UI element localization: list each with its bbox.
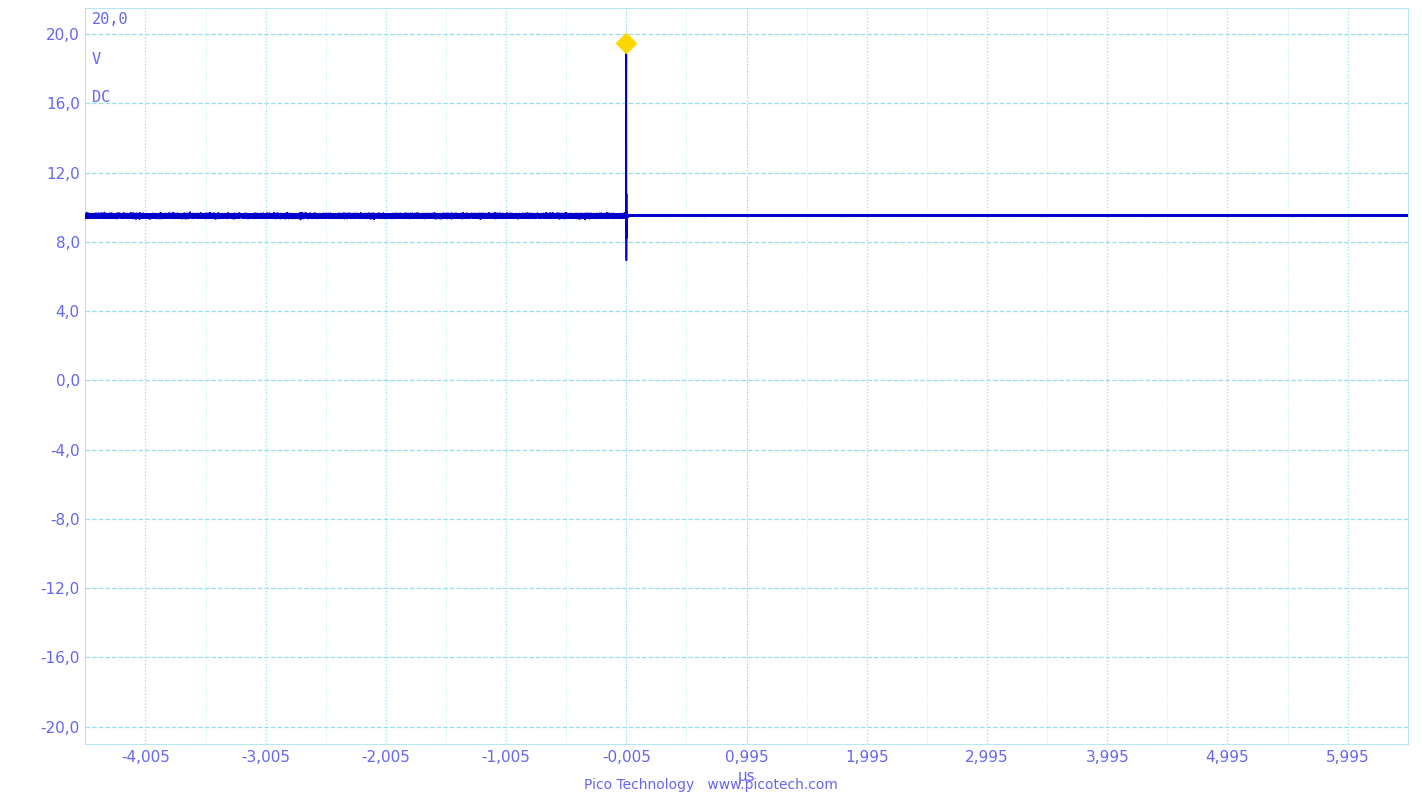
Text: V: V	[92, 52, 101, 67]
Text: Pico Technology   www.picotech.com: Pico Technology www.picotech.com	[584, 778, 838, 792]
Text: 20,0: 20,0	[92, 12, 128, 26]
X-axis label: μs: μs	[738, 769, 755, 784]
Text: DC: DC	[92, 90, 109, 106]
